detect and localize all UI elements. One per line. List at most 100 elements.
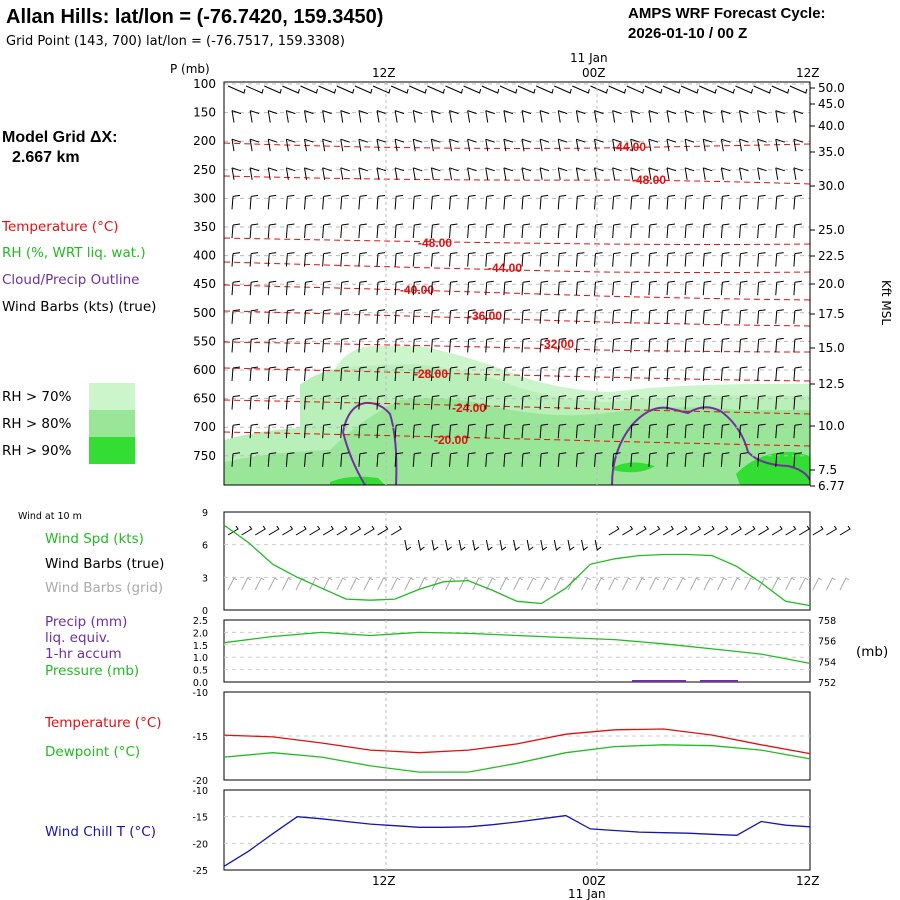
legend-rh80-label: RH > 80% — [2, 416, 72, 432]
wind-barb — [630, 452, 639, 467]
isotherm-label-7: -32.00 — [540, 337, 574, 351]
wind-barb — [539, 280, 549, 296]
wind-barb — [594, 252, 603, 267]
height-tick-label: 20.0 — [818, 277, 845, 291]
wind-panel-frame — [223, 511, 811, 611]
dewpoint-line — [223, 744, 811, 773]
wind-barb — [775, 395, 784, 410]
wind-barb — [285, 309, 295, 324]
wind-barb-true — [485, 539, 493, 551]
wind-panel: Wind at 10 m Wind Spd (kts) Wind Barbs (… — [18, 508, 851, 617]
time-tick-top-00z: 00Z — [582, 66, 606, 80]
wind-barb — [376, 423, 386, 439]
wind-barb — [557, 110, 568, 123]
wind-barb — [394, 167, 405, 180]
wind-barb — [521, 252, 531, 267]
station-title: Allan Hills: lat/lon = (-76.7420, 159.34… — [6, 6, 383, 28]
pressure-unit-label: (mb) — [856, 644, 888, 660]
wind-barb — [449, 223, 458, 239]
wind-barb-true — [553, 539, 561, 551]
panel-tick-label: -25 — [192, 866, 208, 877]
wind-barb-grid — [499, 577, 510, 591]
wind-barb — [680, 85, 699, 94]
height-tick-label: 40.0 — [818, 119, 845, 133]
wind-barb — [282, 85, 300, 94]
wind-speed-series — [223, 524, 811, 607]
wind-barb — [485, 252, 494, 267]
wind-barb — [304, 110, 314, 123]
wind-barb — [775, 366, 784, 382]
wind-barb-grid — [649, 577, 659, 591]
wind-barb — [793, 280, 802, 296]
isotherm-label-5: -40.00 — [400, 283, 434, 297]
wind-barb — [445, 85, 463, 94]
wind-barb-true — [676, 525, 688, 536]
wind-barb — [267, 280, 277, 296]
wind-barb-true — [567, 539, 575, 551]
wind-barb — [557, 167, 568, 180]
wind-chill-ticks: -10 -15 -20 -25 — [192, 786, 208, 877]
wind-barb-true — [826, 525, 838, 536]
wind-barb — [267, 452, 277, 467]
wind-barb — [739, 138, 749, 152]
wind-barb — [771, 85, 790, 94]
grid-point-subtitle: Grid Point (143, 700) lat/lon = (-76.751… — [6, 34, 345, 49]
cloud-outline-left-tail — [342, 431, 366, 485]
wind-barb — [430, 167, 441, 180]
legend-wind-barbs-grid: Wind Barbs (grid) — [45, 580, 163, 596]
wind-barb — [612, 138, 622, 152]
wind-barb-true — [513, 539, 520, 551]
wind-barb-grid — [839, 577, 850, 591]
wind-barb-grid — [608, 577, 619, 591]
wind-barb — [285, 423, 295, 439]
wind-barb — [285, 223, 295, 239]
wind-barb — [739, 167, 749, 180]
wind-barb — [521, 366, 531, 382]
wind-barb — [793, 423, 802, 439]
wind-barb — [267, 366, 277, 382]
panel-tick-label: 9 — [202, 508, 208, 519]
wind-barb — [630, 167, 640, 180]
wind-barb — [720, 366, 730, 382]
wind-barb-true — [458, 539, 466, 551]
wind-barb — [340, 110, 350, 123]
wind-barb — [702, 138, 713, 152]
isotherm-label-10: -20.00 — [434, 433, 468, 447]
wind-barb-true — [839, 525, 851, 536]
wind-barb — [467, 337, 476, 353]
wind-barb — [739, 110, 749, 123]
wind-barb — [322, 395, 331, 410]
wind-barb — [449, 309, 458, 324]
wind-barb — [789, 85, 808, 94]
wind-barb — [376, 167, 387, 180]
panel-tick-label: -10 — [192, 786, 208, 797]
wind-barb — [227, 85, 246, 94]
wind-barb — [612, 366, 621, 382]
wind-barb — [684, 337, 694, 353]
wind-barb-true — [417, 539, 425, 551]
wind-barb-grid — [241, 577, 251, 591]
wind-barb — [594, 167, 604, 180]
wind-barb — [340, 252, 349, 267]
wind-barb — [702, 366, 712, 382]
wind-barb — [594, 337, 603, 353]
wind-barb — [412, 423, 422, 439]
wind-barb — [557, 280, 567, 296]
wind-barb — [775, 337, 784, 353]
wind-barb — [684, 423, 694, 439]
wind-barb — [626, 85, 645, 94]
panel-tick-label: 0.5 — [193, 666, 208, 677]
wind-barb — [231, 167, 242, 180]
wind-barb — [467, 167, 477, 180]
wind-barb-grid — [322, 577, 333, 591]
wind-barb — [245, 85, 264, 94]
wind-barb — [612, 337, 621, 353]
wind-barb — [775, 223, 784, 239]
wind-barb-grid — [526, 577, 537, 591]
legend-precip: Precip (mm) — [45, 614, 127, 630]
wind-barb-grid — [676, 577, 687, 591]
wind-barb-true — [472, 539, 480, 551]
wind-barb — [372, 85, 391, 94]
wind-barb-grid — [417, 577, 428, 591]
wind-barb — [358, 452, 367, 467]
